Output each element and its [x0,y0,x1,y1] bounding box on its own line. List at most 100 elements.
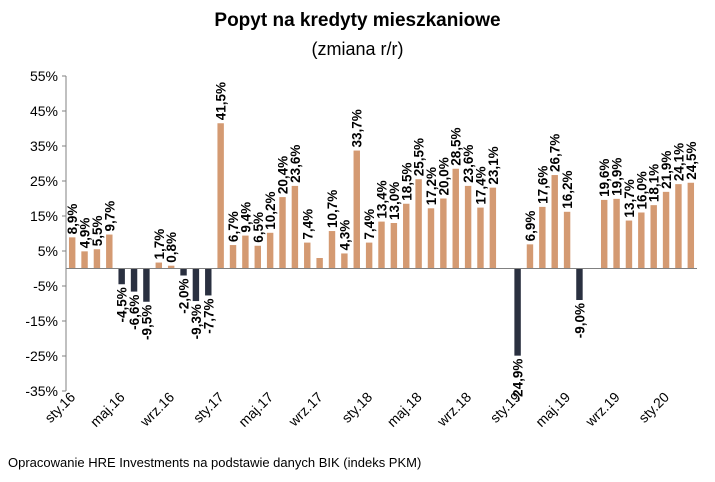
data-label: 7,4% [300,209,315,240]
x-tick-label: sty.20 [635,389,672,426]
data-label: -24,9% [511,359,526,402]
data-label: 24,1% [671,143,686,181]
bar-wrz.18 [464,185,472,269]
bar-kwi.17 [254,245,261,269]
data-label: 13,0% [387,182,402,220]
x-axis: sty.16 maj.16 wrz.16 sty.17 maj.17 wrz.17 sty.… [41,268,697,430]
bar-lut.17 [229,245,237,269]
bar-lip.18 [440,198,447,269]
data-label: 6,9% [523,211,538,242]
source-note: Opracowanie HRE Investments na podstawie… [8,455,422,470]
bar-chart: -35% -25% -15% -5% 5% 15% 25% 35% 45% 55% 8,9%4,9… [25,68,699,430]
data-label: 13,7% [622,179,637,217]
data-label: 4,9% [78,218,93,249]
bar-paź.19 [625,220,633,269]
data-label: -9,3% [189,304,204,339]
x-tick-label: sty.18 [338,389,375,426]
bar-kwi.18 [403,203,410,269]
bar-cze.18 [427,208,435,269]
y-tick-label: -15% [25,313,58,329]
data-label: 16,2% [560,171,575,209]
data-label: 41,5% [214,82,229,120]
data-label: 21,9% [659,151,674,189]
bar-mar.19 [539,206,546,269]
data-label: 19,9% [610,158,625,196]
bar-sty.19 [514,268,521,356]
data-label: 25,5% [412,138,427,176]
bar-undefined [687,182,695,269]
data-label: 9,4% [238,202,253,233]
bar-sty.20 [662,191,670,269]
bar-paź.16 [180,268,187,276]
bar-lis.16 [192,268,200,302]
bar-cze.19 [576,268,583,300]
bar-sie.16 [155,262,163,269]
data-label: 18,1% [647,164,662,202]
data-label: 5,5% [90,215,105,246]
data-label: 17,2% [424,167,439,205]
data-label: 17,6% [535,166,550,204]
bar-lut.16 [81,251,88,269]
bar-maj.17 [266,232,274,269]
bar-maj.16 [118,268,125,285]
bar-gru.17 [353,150,360,269]
data-label: 10,2% [263,192,278,230]
data-label: 0,8% [164,232,179,263]
data-label: 23,6% [461,145,476,183]
chart-subtitle: (zmiana r/r) [311,39,404,59]
data-label: 23,1% [486,146,501,184]
x-tick-label: maj.18 [384,389,425,430]
data-label: 7,4% [362,209,377,240]
bars [68,123,695,356]
bar-lut.18 [378,221,385,269]
x-tick-label: sty.17 [190,389,227,426]
data-label: 20,4% [276,156,291,194]
bar-gru.19 [650,205,657,269]
data-label: 33,7% [350,109,365,147]
x-tick-label: wrz.19 [582,389,623,430]
y-axis: -35% -25% -15% -5% 5% 15% 25% 35% 45% 55% [25,68,67,399]
data-label: -9,5% [139,305,154,340]
bar-kwi.19 [551,175,558,269]
y-tick-label: 5% [38,243,58,259]
data-label: 26,7% [548,134,563,172]
y-tick-label: 35% [30,138,58,154]
bar-lip.17 [291,185,299,269]
data-label: 1,7% [152,229,167,260]
data-label: -7,7% [201,298,216,333]
x-tick-label: maj.19 [532,389,573,430]
data-label: 28,5% [449,127,464,165]
y-tick-label: -35% [25,383,58,399]
x-tick-label: wrz.16 [136,389,177,430]
bar-gru.16 [205,268,212,296]
bar-sie.19 [600,199,608,269]
bar-maj.19 [563,211,571,269]
bar-kwi.16 [106,234,113,269]
data-label: 20,0% [436,157,451,195]
data-label: 18,5% [399,162,414,200]
bar-lis.19 [638,212,645,269]
data-label: 16,0% [634,171,649,209]
data-label: 23,6% [288,145,303,183]
bar-cze.16 [130,268,138,292]
bar-wrz.16 [167,265,175,269]
bar-paź.18 [477,207,484,269]
data-label: -6,6% [127,295,142,330]
x-tick-label: wrz.17 [285,389,326,430]
bar-wrz.19 [613,198,620,269]
y-tick-label: -5% [33,278,58,294]
data-label: 13,4% [375,180,390,218]
y-tick-label: 55% [30,68,58,84]
bar-sty.18 [365,242,373,269]
bar-mar.17 [242,235,249,269]
bar-mar.16 [93,249,101,269]
bar-wrz.17 [316,258,323,269]
x-tick-label: maj.16 [87,389,128,430]
x-tick-label: wrz.18 [433,389,474,430]
data-label: 24,5% [684,141,699,179]
data-label: -4,5% [115,287,130,322]
data-label: -2,0% [177,279,192,314]
bar-lut.19 [526,244,534,269]
bar-cze.17 [279,197,286,269]
data-label: 4,3% [337,220,352,251]
